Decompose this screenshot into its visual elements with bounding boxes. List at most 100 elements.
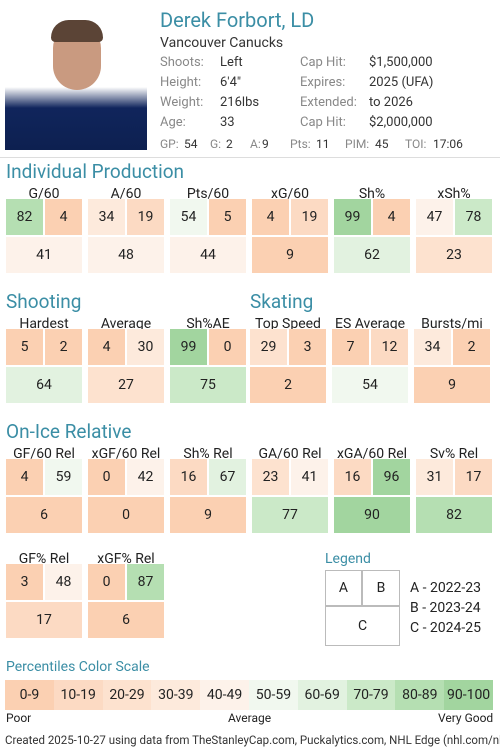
section-title: On-Ice Relative [6,420,132,443]
percentile-cell: 0 [209,329,246,365]
metric-label: xG/60 [271,186,309,202]
percentile-cell: 4 [373,199,410,235]
photo [5,10,147,150]
percentile-cell: 90 [334,497,410,533]
scale-low: Poor [6,711,32,725]
scale-mid: Average [228,711,272,725]
percentile-cell: 41 [6,237,82,273]
footer: Created 2025-10-27 using data from TheSt… [5,733,500,747]
percentile-cell: 16 [334,459,371,495]
percentile-cell: 4 [6,459,43,495]
percentile-cell: 34 [414,329,451,365]
metric-label: Sv% Rel [429,446,479,462]
metric-label: Bursts/mi [421,316,483,332]
metric-label: Sh%AE [186,316,230,332]
scale-bin: 40-49 [200,680,249,710]
percentile-cell: 23 [252,459,289,495]
metric-label: GA/60 Rel [258,446,322,462]
percentile-cell: 2 [250,367,326,403]
scale-bin: 70-79 [346,680,396,710]
scale-bin: 60-69 [297,680,347,710]
percentile-cell: 64 [6,367,82,403]
info-label: Shoots: [160,55,204,70]
stat-value: 45 [375,137,389,151]
info-value: to 2026 [369,95,413,110]
scale-bin: 90-100 [444,680,493,710]
stat-label: PIM: [345,137,370,151]
percentile-cell: 3 [289,329,326,365]
stat-value: 17:06 [433,137,463,151]
percentile-cell: 6 [6,497,82,533]
percentile-cell: 42 [127,459,164,495]
percentile-cell: 9 [252,237,328,273]
percentile-cell: 19 [127,199,164,235]
percentile-cell: 54 [170,199,207,235]
percentile-cell: 2 [45,329,82,365]
metric-label: A/60 [110,186,142,202]
metric-label: Hardest [19,316,69,332]
section-title: Skating [250,290,314,313]
metric-label: G/60 [28,186,60,202]
scale-bin: 30-39 [151,680,201,710]
section-title: Shooting [6,290,82,313]
metric-label: xSh% [437,186,471,202]
info-label: Cap Hit: [300,55,346,70]
metric-label: Sh% Rel [183,446,233,462]
scale-bin: 20-29 [102,680,152,710]
percentile-cell: 75 [170,367,246,403]
percentile-cell: 99 [170,329,207,365]
percentile-cell: 19 [291,199,328,235]
percentile-cell: 48 [45,564,82,600]
percentile-cell: 23 [416,237,492,273]
percentile-cell: 82 [6,199,43,235]
player-name: Derek Forbort, LD [160,8,315,32]
percentile-cell: 17 [6,602,82,638]
legend-cell: C [325,606,400,646]
divider [0,157,500,158]
percentile-cell: 82 [416,497,492,533]
percentile-cell: 31 [416,459,453,495]
info-value: 2025 (UFA) [369,75,434,90]
percentile-cell: 4 [45,199,82,235]
legend-cell: A [325,570,362,606]
percentile-cell: 99 [334,199,371,235]
metric-label: Top Speed [255,316,321,332]
metric-label: ES Average [334,316,406,332]
metric-label: Pts/60 [186,186,230,202]
percentile-cell: 4 [252,199,289,235]
info-value: 6'4" [220,75,242,90]
metric-label: Average [100,316,152,332]
scale-bin: 0-9 [5,680,54,710]
percentile-cell: 48 [88,237,164,273]
percentile-cell: 27 [88,367,164,403]
info-value: 216lbs [220,95,260,110]
hair [51,20,103,42]
stat-value: 54 [184,137,198,151]
percentile-cell: 77 [252,497,328,533]
info-value: 33 [220,115,235,130]
info-label: Cap Hit: [300,115,346,130]
info-value: Left [220,55,243,70]
percentile-cell: 41 [291,459,328,495]
info-label: Weight: [160,95,204,110]
info-value: $2,000,000 [369,115,433,130]
stat-label: G: [210,137,222,151]
metric-label: xGF% Rel [97,551,155,567]
percentile-cell: 7 [332,329,369,365]
percentile-cell: 2 [453,329,490,365]
percentile-cell: 47 [416,199,453,235]
percentile-cell: 3 [6,564,43,600]
info-label: Expires: [300,75,346,90]
scale-bin: 50-59 [249,680,298,710]
percentile-cell: 17 [455,459,492,495]
scale-bin: 80-89 [395,680,445,710]
percentile-cell: 59 [45,459,82,495]
info-label: Height: [160,75,202,90]
legend-title: Legend [325,551,371,567]
metric-label: xGA/60 Rel [336,446,408,462]
percentile-cell: 0 [88,497,164,533]
metric-label: Sh% [358,186,386,202]
percentile-cell: 78 [455,199,492,235]
metric-label: GF% Rel [18,551,70,567]
